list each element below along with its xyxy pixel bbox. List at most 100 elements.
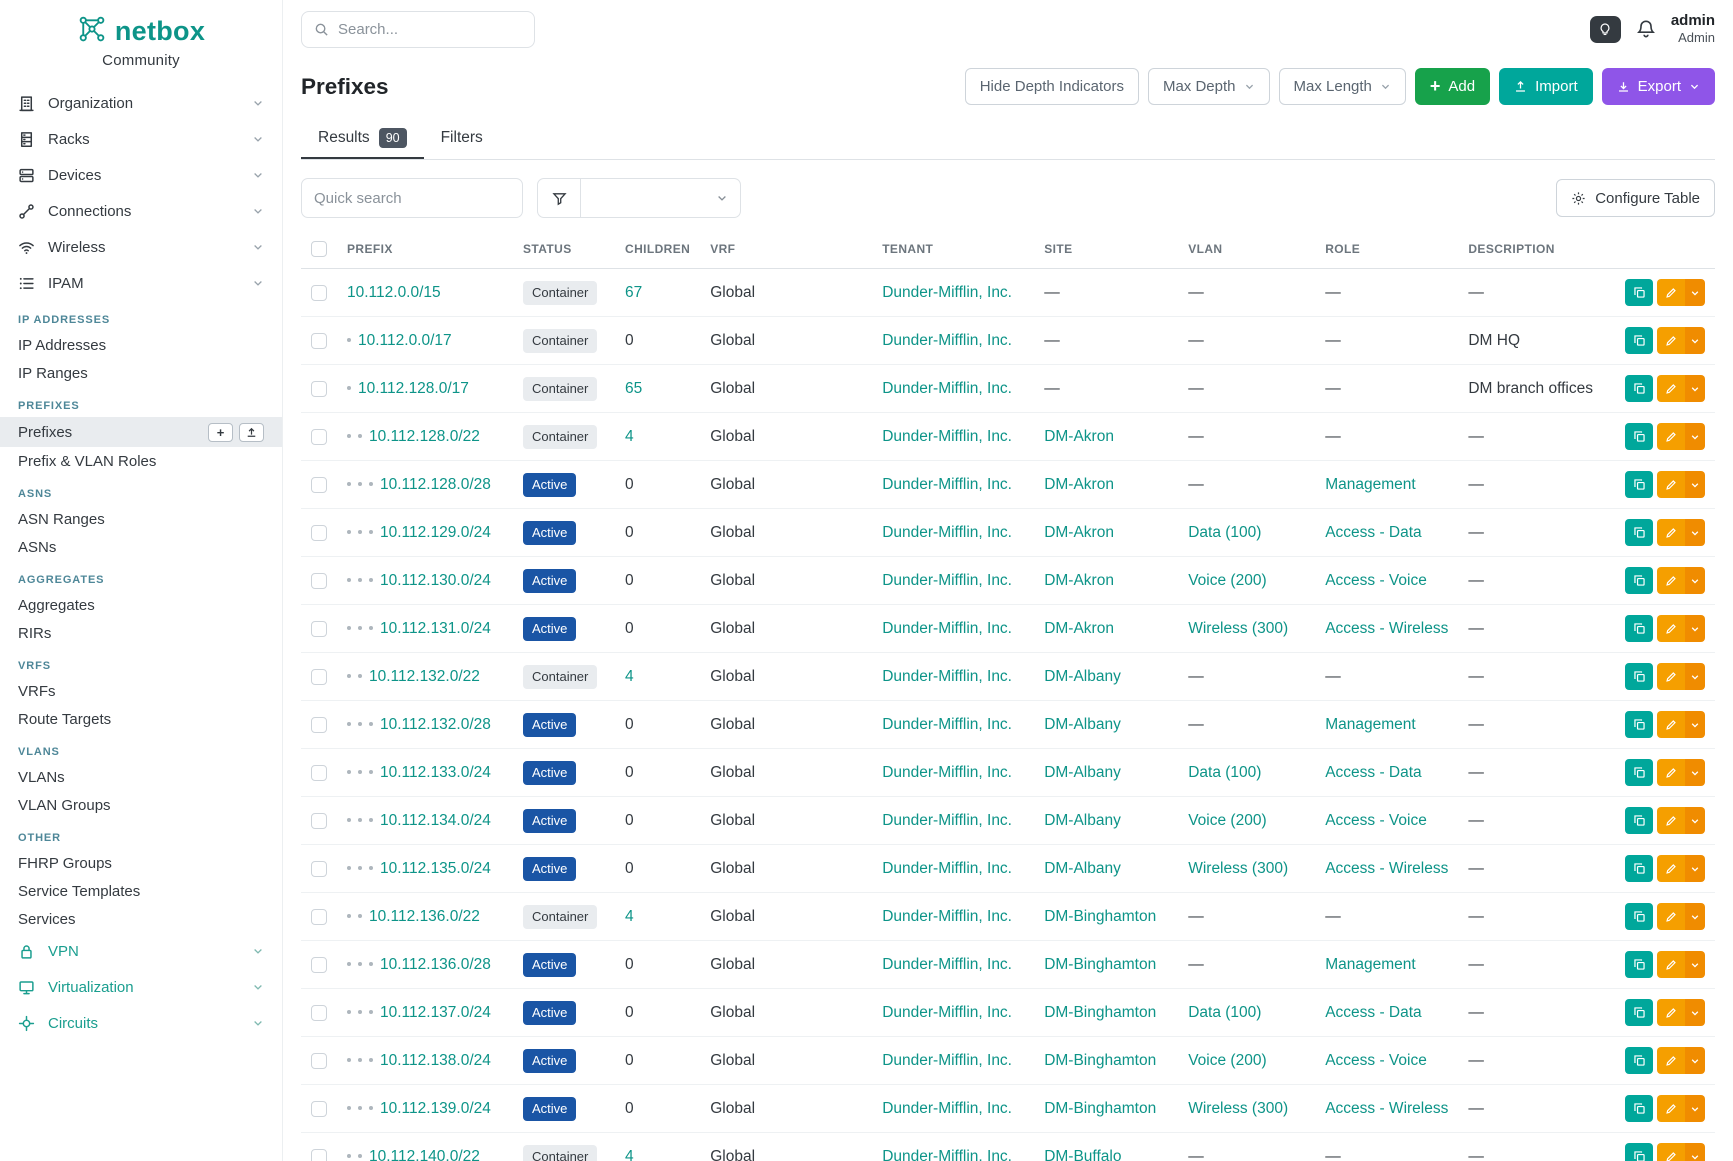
filter-button[interactable]	[537, 178, 581, 219]
edit-dropdown-toggle[interactable]	[1685, 423, 1705, 451]
sidebar-item-prefixes[interactable]: Prefixes +	[0, 417, 282, 447]
tenant-link[interactable]: Dunder-Mifflin, Inc.	[882, 1099, 1012, 1117]
sidebar-item-asn-ranges[interactable]: ASN Ranges	[0, 505, 282, 533]
column-header-tenant[interactable]: TENANT	[872, 230, 1035, 270]
configure-table-button[interactable]: Configure Table	[1556, 179, 1715, 218]
prefix-link[interactable]: 10.112.128.0/28	[380, 475, 491, 493]
edit-button[interactable]	[1657, 375, 1685, 403]
column-header-description[interactable]: DESCRIPTION	[1458, 230, 1615, 270]
edit-button[interactable]	[1657, 327, 1685, 355]
sidebar-item-circuits[interactable]: Circuits	[0, 1005, 282, 1041]
edit-button[interactable]	[1657, 1095, 1685, 1123]
site-link[interactable]: DM-Binghamton	[1044, 907, 1157, 925]
tenant-link[interactable]: Dunder-Mifflin, Inc.	[882, 427, 1012, 445]
tenant-link[interactable]: Dunder-Mifflin, Inc.	[882, 1051, 1012, 1069]
vlan-link[interactable]: Wireless (300)	[1188, 859, 1289, 877]
sidebar-item-vlan-groups[interactable]: VLAN Groups	[0, 791, 282, 819]
row-checkbox[interactable]	[311, 284, 327, 301]
clone-button[interactable]	[1625, 663, 1653, 691]
sidebar-item-devices[interactable]: Devices	[0, 157, 282, 193]
row-checkbox[interactable]	[311, 764, 327, 781]
vlan-link[interactable]: Data (100)	[1188, 763, 1262, 781]
sidebar-item-prefix-vlan-roles[interactable]: Prefix & VLAN Roles	[0, 447, 282, 475]
site-link[interactable]: DM-Albany	[1044, 859, 1121, 877]
sidebar-item-ipam[interactable]: IPAM	[0, 265, 282, 301]
prefix-link[interactable]: 10.112.136.0/28	[380, 955, 491, 973]
tenant-link[interactable]: Dunder-Mifflin, Inc.	[882, 619, 1012, 637]
site-link[interactable]: DM-Binghamton	[1044, 1051, 1157, 1069]
edit-button[interactable]	[1657, 759, 1685, 787]
tenant-link[interactable]: Dunder-Mifflin, Inc.	[882, 571, 1012, 589]
prefix-link[interactable]: 10.112.128.0/22	[369, 427, 480, 445]
role-link[interactable]: Access - Wireless	[1325, 859, 1449, 877]
sidebar-item-ip-addresses[interactable]: IP Addresses	[0, 331, 282, 359]
vlan-link[interactable]: Data (100)	[1188, 1003, 1262, 1021]
prefix-link[interactable]: 10.112.140.0/22	[369, 1147, 480, 1161]
edit-button[interactable]	[1657, 519, 1685, 547]
row-checkbox[interactable]	[311, 620, 327, 637]
site-link[interactable]: DM-Albany	[1044, 811, 1121, 829]
vlan-link[interactable]: Voice (200)	[1188, 1051, 1267, 1069]
edit-button[interactable]	[1657, 999, 1685, 1027]
site-link[interactable]: DM-Binghamton	[1044, 1099, 1157, 1117]
edit-dropdown-toggle[interactable]	[1685, 375, 1705, 403]
clone-button[interactable]	[1625, 1143, 1653, 1161]
prefix-link[interactable]: 10.112.0.0/15	[347, 283, 441, 301]
add-button[interactable]: + Add	[1414, 68, 1491, 105]
tenant-link[interactable]: Dunder-Mifflin, Inc.	[882, 331, 1012, 349]
user-menu[interactable]: admin Admin	[1671, 12, 1715, 47]
site-link[interactable]: DM-Buffalo	[1044, 1147, 1122, 1161]
row-checkbox[interactable]	[311, 716, 327, 733]
children-count-link[interactable]: 67	[625, 283, 643, 301]
role-link[interactable]: Management	[1325, 715, 1416, 733]
edit-dropdown-toggle[interactable]	[1685, 519, 1705, 547]
hide-depth-indicators-button[interactable]: Hide Depth Indicators	[964, 68, 1139, 105]
site-link[interactable]: DM-Akron	[1044, 619, 1114, 637]
sidebar-item-service-templates[interactable]: Service Templates	[0, 877, 282, 905]
column-header-vlan[interactable]: VLAN	[1178, 230, 1316, 270]
role-link[interactable]: Management	[1325, 955, 1416, 973]
prefix-link[interactable]: 10.112.128.0/17	[358, 379, 469, 397]
row-checkbox[interactable]	[311, 1100, 327, 1117]
max-length-dropdown[interactable]: Max Length	[1278, 68, 1406, 105]
clone-button[interactable]	[1625, 327, 1653, 355]
site-link[interactable]: DM-Binghamton	[1044, 955, 1157, 973]
vlan-link[interactable]: Data (100)	[1188, 523, 1262, 541]
clone-button[interactable]	[1625, 903, 1653, 931]
edit-button[interactable]	[1657, 855, 1685, 883]
column-header-prefix[interactable]: PREFIX	[337, 230, 513, 270]
clone-button[interactable]	[1625, 759, 1653, 787]
clone-button[interactable]	[1625, 615, 1653, 643]
prefix-link[interactable]: 10.112.130.0/24	[380, 571, 491, 589]
children-count-link[interactable]: 4	[625, 667, 634, 685]
column-header-children[interactable]: CHILDREN	[615, 230, 701, 270]
sidebar-item-aggregates[interactable]: Aggregates	[0, 591, 282, 619]
site-link[interactable]: DM-Akron	[1044, 427, 1114, 445]
site-link[interactable]: DM-Binghamton	[1044, 1003, 1157, 1021]
sidebar-item-fhrp-groups[interactable]: FHRP Groups	[0, 849, 282, 877]
saved-filter-select[interactable]	[581, 178, 741, 219]
quick-search[interactable]	[301, 178, 523, 219]
edit-dropdown-toggle[interactable]	[1685, 903, 1705, 931]
prefix-link[interactable]: 10.112.137.0/24	[380, 1003, 491, 1021]
sidebar-item-vpn[interactable]: VPN	[0, 933, 282, 969]
sidebar-item-route-targets[interactable]: Route Targets	[0, 705, 282, 733]
site-link[interactable]: DM-Albany	[1044, 715, 1121, 733]
role-link[interactable]: Access - Data	[1325, 523, 1422, 541]
tenant-link[interactable]: Dunder-Mifflin, Inc.	[882, 1003, 1012, 1021]
role-link[interactable]: Access - Data	[1325, 763, 1422, 781]
edit-button[interactable]	[1657, 711, 1685, 739]
edit-button[interactable]	[1657, 615, 1685, 643]
tenant-link[interactable]: Dunder-Mifflin, Inc.	[882, 475, 1012, 493]
clone-button[interactable]	[1625, 807, 1653, 835]
role-link[interactable]: Management	[1325, 475, 1416, 493]
row-checkbox[interactable]	[311, 1004, 327, 1021]
role-link[interactable]: Access - Data	[1325, 1003, 1422, 1021]
quick-import-button[interactable]	[239, 422, 264, 442]
select-all-checkbox[interactable]	[311, 241, 327, 258]
tenant-link[interactable]: Dunder-Mifflin, Inc.	[882, 811, 1012, 829]
tenant-link[interactable]: Dunder-Mifflin, Inc.	[882, 667, 1012, 685]
prefix-link[interactable]: 10.112.136.0/22	[369, 907, 480, 925]
sidebar-item-vrfs[interactable]: VRFs	[0, 677, 282, 705]
clone-button[interactable]	[1625, 1095, 1653, 1123]
